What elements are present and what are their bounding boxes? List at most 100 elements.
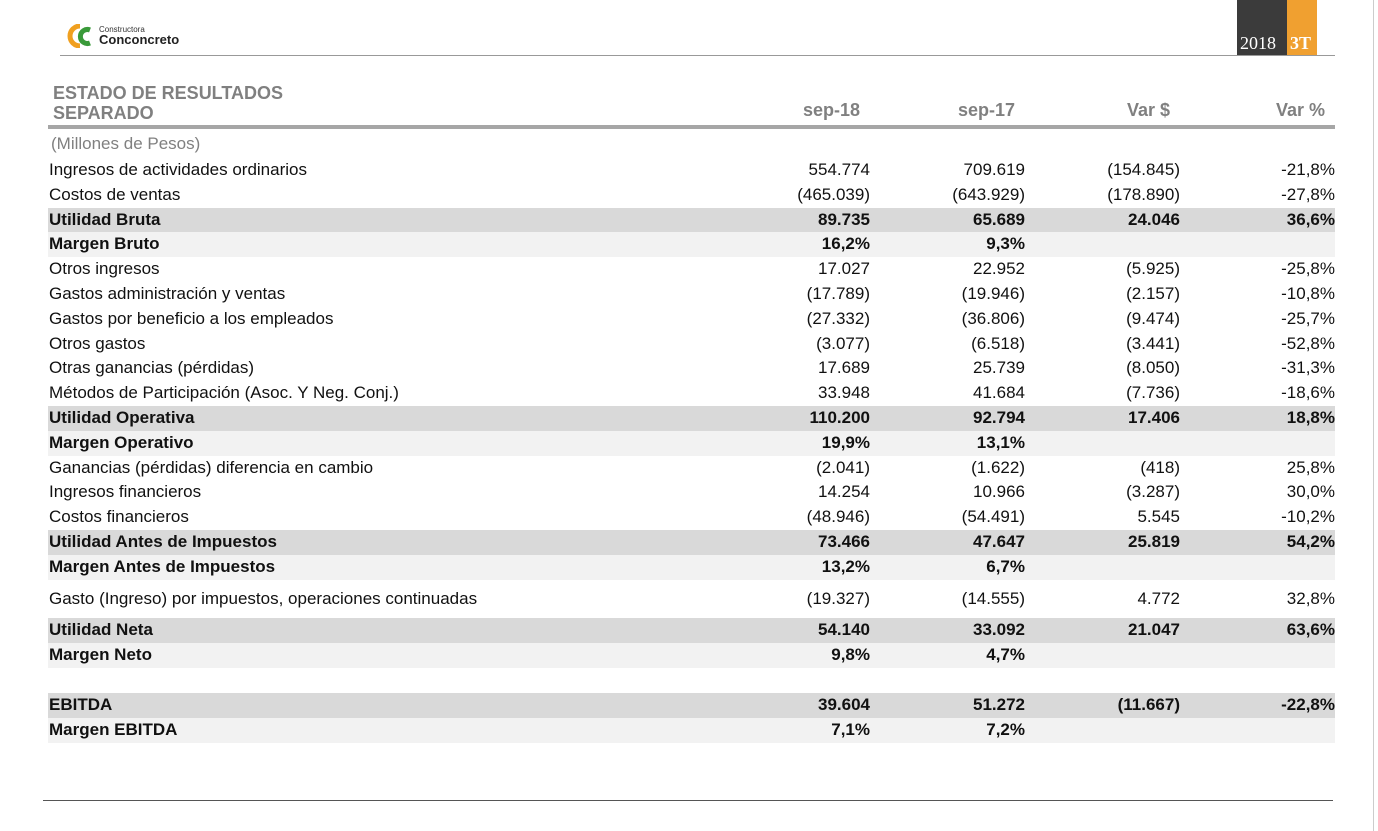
cell: (7.736) bbox=[1126, 383, 1180, 403]
row-label: Otros ingresos bbox=[49, 259, 160, 279]
row-label: Margen Antes de Impuestos bbox=[49, 556, 276, 576]
cell: 33.092 bbox=[973, 620, 1025, 640]
cell: 10.966 bbox=[973, 482, 1025, 502]
section: Ingresos de actividades ordinarios 554.77… bbox=[48, 158, 1335, 580]
row: Gasto (Ingreso) por impuestos, operacion… bbox=[48, 587, 1335, 612]
cell: 22.952 bbox=[973, 259, 1025, 279]
title-line: ESTADO DE RESULTADOS bbox=[53, 83, 284, 103]
row-label: Margen EBITDA bbox=[49, 719, 178, 739]
cell: (27.332) bbox=[806, 308, 870, 328]
row: Utilidad Antes de Impuestos 73.466 47.647 2… bbox=[48, 529, 1335, 555]
section: Gasto (Ingreso) por impuestos, operacion… bbox=[48, 587, 1335, 612]
cell: (19.327) bbox=[806, 588, 870, 608]
cell: 9,8% bbox=[831, 645, 870, 665]
row-label: Métodos de Participación (Asoc. Y Neg. C… bbox=[49, 383, 399, 403]
cell: (11.667) bbox=[1117, 694, 1180, 714]
table-body: Ingresos de actividades ordinarios 554.77… bbox=[48, 158, 1335, 743]
cell: 110.200 bbox=[809, 407, 870, 427]
cell: (643.929) bbox=[952, 184, 1025, 204]
unit: (Millones de Pesos) bbox=[51, 134, 201, 153]
badge-dark bbox=[1237, 0, 1287, 55]
cell: (418) bbox=[1140, 457, 1180, 477]
row: Utilidad Operativa 110.200 92.794 17.406 18,… bbox=[48, 405, 1335, 431]
row: Margen Bruto 16,2% 9,3% bbox=[48, 232, 1335, 258]
row: Ingresos financieros 14.254 10.966 (3.287) 3… bbox=[48, 480, 1335, 505]
section: Utilidad Neta 54.140 33.092 21.047 63,6% Marg… bbox=[48, 618, 1335, 668]
column-header: Var $ bbox=[1126, 100, 1170, 120]
cell: (9.474) bbox=[1126, 308, 1180, 328]
cell: 16,2% bbox=[821, 234, 870, 254]
cell: 24.046 bbox=[1128, 209, 1180, 229]
logo-small: Constructora bbox=[99, 25, 145, 34]
cell: (3.077) bbox=[816, 333, 870, 353]
cell: 19,9% bbox=[821, 432, 870, 452]
row: Otras ganancias (pérdidas) 17.689 25.739 (8… bbox=[48, 356, 1335, 381]
row-label: Ganancias (pérdidas) diferencia en cambi… bbox=[49, 457, 374, 477]
row: Margen Antes de Impuestos 13,2% 6,7% bbox=[48, 554, 1335, 580]
cell: -10,2% bbox=[1281, 507, 1335, 527]
cell: (2.041) bbox=[816, 457, 870, 477]
cell: 25.819 bbox=[1128, 531, 1180, 551]
cell: 33.948 bbox=[818, 383, 870, 403]
cell: 25,8% bbox=[1286, 457, 1335, 477]
cell: 6,7% bbox=[986, 556, 1025, 576]
cell: 18,8% bbox=[1286, 407, 1335, 427]
year: 2018 bbox=[1240, 33, 1276, 53]
cell: -27,8% bbox=[1281, 184, 1335, 204]
cell: (14.555) bbox=[961, 588, 1025, 608]
cell: 54,2% bbox=[1286, 531, 1335, 551]
cell: 21.047 bbox=[1128, 620, 1180, 640]
header-rule bbox=[48, 125, 1335, 129]
title-line: SEPARADO bbox=[53, 103, 154, 123]
cell: 17.027 bbox=[818, 259, 870, 279]
cell: (178.890) bbox=[1107, 184, 1180, 204]
cell: 89.735 bbox=[818, 209, 870, 229]
cell: (1.622) bbox=[971, 457, 1025, 477]
top-rule bbox=[60, 55, 1335, 56]
cell: 17.689 bbox=[818, 358, 870, 378]
cell: (19.946) bbox=[961, 283, 1025, 303]
cell: 73.466 bbox=[818, 531, 870, 551]
cell: 4,7% bbox=[986, 645, 1025, 665]
cell: (3.287) bbox=[1126, 482, 1180, 502]
cell: (154.845) bbox=[1107, 160, 1180, 179]
row-label: Utilidad Neta bbox=[49, 620, 153, 640]
row-label: Ingresos financieros bbox=[49, 482, 202, 502]
cell: (5.925) bbox=[1126, 259, 1180, 279]
row: Margen Neto 9,8% 4,7% bbox=[48, 643, 1335, 668]
row-label: Ingresos de actividades ordinarios bbox=[49, 160, 307, 179]
row: Gastos administración y ventas (17.789) (1… bbox=[48, 282, 1335, 307]
cell: 92.794 bbox=[973, 407, 1025, 427]
row: Utilidad Neta 54.140 33.092 21.047 63,6% bbox=[48, 618, 1335, 644]
cell: 47.647 bbox=[973, 531, 1025, 551]
cell: 51.272 bbox=[973, 694, 1025, 714]
cell: 4.772 bbox=[1137, 588, 1180, 608]
row: Otros ingresos 17.027 22.952 (5.925) -25,8% bbox=[48, 257, 1335, 282]
cell: 36,6% bbox=[1286, 209, 1335, 229]
cell: 39.604 bbox=[818, 694, 870, 714]
cell: 63,6% bbox=[1286, 620, 1335, 640]
cell: 32,8% bbox=[1286, 588, 1335, 608]
cell: -22,8% bbox=[1281, 694, 1335, 714]
badge-orange bbox=[1287, 0, 1317, 55]
row: Costos de ventas (465.039) (643.929) (178.8… bbox=[48, 183, 1335, 208]
right-edge bbox=[1373, 0, 1374, 831]
period: 3T bbox=[1290, 33, 1312, 53]
row: Ingresos de actividades ordinarios 554.77… bbox=[48, 158, 1335, 183]
cell: 14.254 bbox=[818, 482, 870, 502]
row: Métodos de Participación (Asoc. Y Neg. C… bbox=[48, 381, 1335, 406]
logo-name: Conconcreto bbox=[99, 32, 180, 47]
cell: (54.491) bbox=[961, 507, 1025, 527]
column-header: Var % bbox=[1275, 100, 1325, 120]
cell: 25.739 bbox=[973, 358, 1025, 378]
row-label: Otras ganancias (pérdidas) bbox=[49, 358, 255, 378]
logo-mark bbox=[67, 24, 91, 48]
section: EBITDA 39.604 51.272 (11.667) -22,8% Margen E… bbox=[48, 692, 1335, 743]
cell: -18,6% bbox=[1281, 383, 1335, 403]
cell: 7,2% bbox=[986, 719, 1025, 739]
row-label: Utilidad Bruta bbox=[49, 209, 161, 229]
row: Costos financieros (48.946) (54.491) 5.545 -… bbox=[48, 505, 1335, 530]
cell: 554.774 bbox=[808, 160, 870, 179]
cell: (3.441) bbox=[1126, 333, 1180, 353]
cell: (2.157) bbox=[1126, 283, 1180, 303]
